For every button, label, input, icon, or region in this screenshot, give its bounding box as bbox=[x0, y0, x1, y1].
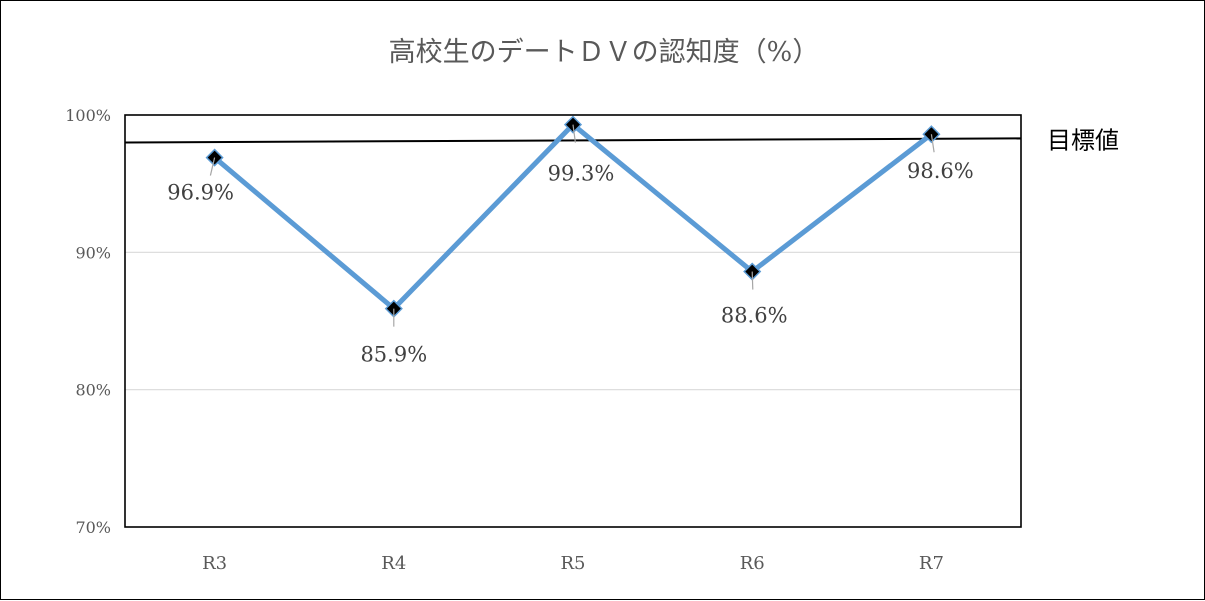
data-label-leader-4 bbox=[930, 134, 935, 153]
y-tick-label-80: 80% bbox=[75, 381, 111, 400]
y-tick-label-100: 100% bbox=[65, 106, 111, 125]
series-line-0 bbox=[212, 122, 934, 312]
data-labels: 96.9% 85.9% 99.3% 88.6% 98.6% bbox=[167, 124, 974, 367]
target-line-group: 目標値 bbox=[124, 126, 1119, 154]
x-tick-label-R5: R5 bbox=[560, 553, 585, 574]
data-label-R4: 85.9% bbox=[360, 343, 427, 367]
y-tick-label-70: 70% bbox=[75, 518, 111, 537]
data-label-R7: 98.6% bbox=[907, 159, 974, 183]
series-group bbox=[205, 115, 941, 318]
chart-title: 高校生のデートＤＶの認知度（%） bbox=[389, 37, 820, 68]
x-tick-label-R7: R7 bbox=[919, 553, 944, 574]
target-line bbox=[124, 137, 1022, 144]
plot-area-border bbox=[124, 114, 1022, 528]
gridlines bbox=[125, 251, 1021, 391]
data-point-R5 bbox=[563, 115, 583, 134]
data-label-R5: 99.3% bbox=[548, 162, 615, 186]
data-label-leader-3 bbox=[751, 271, 754, 290]
data-label-leader-2 bbox=[572, 124, 576, 143]
axes: 70% 80% 90% 100% R3 R4 R5 R6 R7 bbox=[65, 106, 1022, 574]
x-tick-label-R3: R3 bbox=[202, 553, 227, 574]
data-label-leader-0 bbox=[209, 157, 216, 176]
x-tick-label-R6: R6 bbox=[740, 553, 765, 574]
target-line-label: 目標値 bbox=[1047, 126, 1119, 154]
x-tick-label-R4: R4 bbox=[381, 553, 406, 574]
data-label-R3: 96.9% bbox=[167, 181, 234, 205]
data-label-R6: 88.6% bbox=[721, 304, 788, 328]
y-tick-label-90: 90% bbox=[75, 243, 111, 262]
